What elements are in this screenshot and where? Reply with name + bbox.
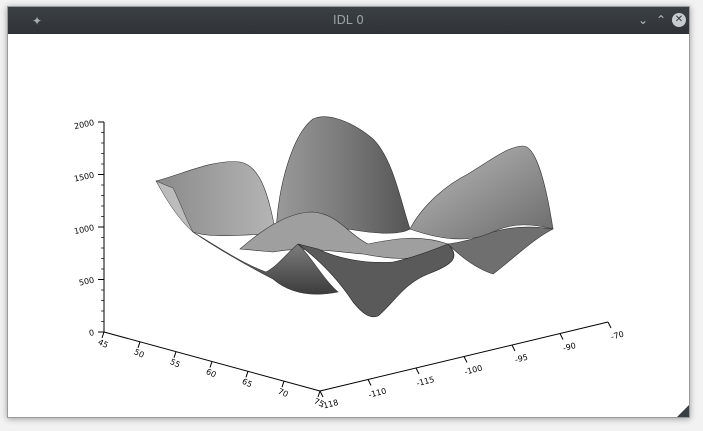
close-button[interactable]: ✕ xyxy=(672,13,686,27)
y-tick-label: 75 xyxy=(313,397,326,409)
z-tick-label: 1000 xyxy=(73,223,95,236)
y-tick-label: 70 xyxy=(277,387,290,399)
x-tick-mark xyxy=(607,321,612,329)
y-tick-mark xyxy=(173,351,177,358)
y-tick-mark xyxy=(281,381,285,388)
surface-plot: 0 500 1000 1500 2000 45 50 55 60 65 70 75 -118 -110… xyxy=(73,116,625,411)
window-title: IDL 0 xyxy=(333,13,364,27)
y-tick-label: 55 xyxy=(169,357,182,369)
minimize-button[interactable]: ⌄ xyxy=(637,13,649,27)
y-tick-mark xyxy=(101,331,105,339)
y-tick-mark xyxy=(137,341,141,348)
x-tick-label: -110 xyxy=(367,387,387,400)
y-tick-group: 45 50 55 60 65 70 75 xyxy=(97,331,326,409)
x-tick-mark xyxy=(511,344,516,352)
y-tick-mark xyxy=(209,361,213,368)
y-tick-label: 45 xyxy=(97,338,110,350)
resize-grip[interactable] xyxy=(677,405,689,417)
surface-mesh xyxy=(155,116,554,318)
plot-area: 0 500 1000 1500 2000 45 50 55 60 65 70 75 -118 -110… xyxy=(8,34,689,417)
x-tick-label: -115 xyxy=(415,375,435,388)
maximize-button[interactable]: ⌃ xyxy=(655,13,667,27)
x-tick-mark xyxy=(415,367,420,375)
x-tick-mark xyxy=(319,390,324,398)
x-tick-label: -70 xyxy=(610,330,625,342)
y-tick-label: 60 xyxy=(205,367,218,379)
x-tick-label: -90 xyxy=(562,341,577,353)
title-bar[interactable]: ✦ IDL 0 ⌄ ⌃ ✕ xyxy=(8,7,689,34)
x-tick-label: -95 xyxy=(514,353,529,365)
y-tick-mark xyxy=(317,390,321,398)
x-tick-mark xyxy=(367,379,372,386)
x-tick-group: -118 -110 -115 -100 -95 -90 -70 xyxy=(319,321,625,411)
x-tick-label: -100 xyxy=(463,364,483,377)
pin-icon[interactable]: ✦ xyxy=(32,14,43,28)
y-tick-label: 50 xyxy=(133,347,146,359)
z-tick-label: 1500 xyxy=(73,171,95,184)
y-tick-label: 65 xyxy=(241,377,254,389)
z-tick-label: 2000 xyxy=(73,118,95,131)
z-tick-label: 0 xyxy=(88,328,95,338)
x-tick-label: -118 xyxy=(319,398,339,411)
y-tick-mark xyxy=(245,371,249,378)
z-tick-group: 0 500 1000 1500 2000 xyxy=(73,118,104,338)
x-tick-mark xyxy=(463,356,468,363)
idl-window: ✦ IDL 0 ⌄ ⌃ ✕ xyxy=(7,6,690,418)
x-tick-mark xyxy=(559,333,564,340)
z-tick-label: 500 xyxy=(78,276,95,288)
